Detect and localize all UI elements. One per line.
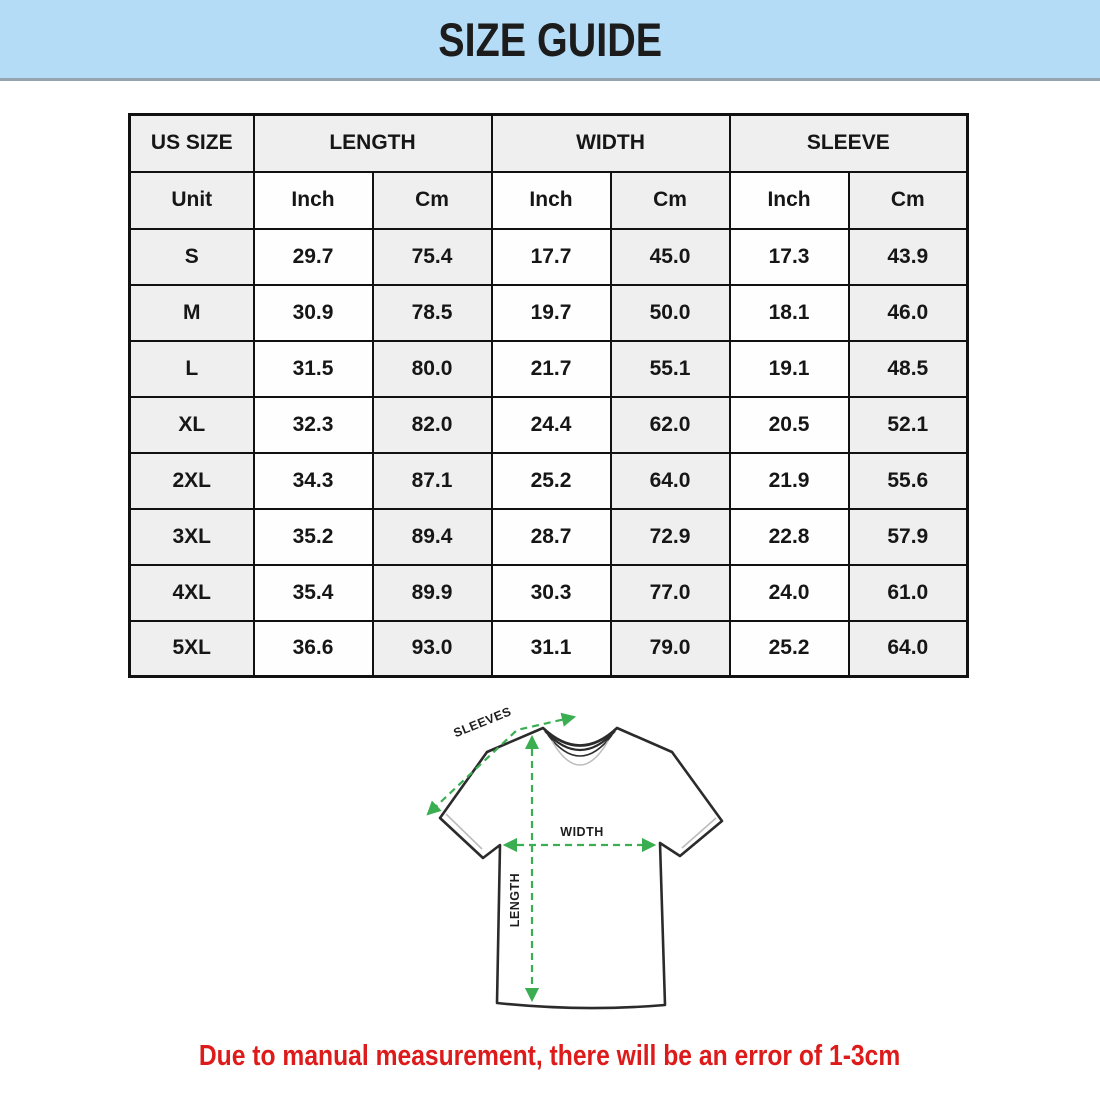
size-cell: 5XL <box>128 619 255 678</box>
size-row-4xl: 4XL 35.4 89.9 30.3 77.0 24.0 61.0 <box>128 563 969 622</box>
value-cell: 28.7 <box>490 507 612 566</box>
col-header-sleeve: SLEEVE <box>728 113 969 173</box>
unit-inch-sleeve: Inch <box>728 170 850 230</box>
value-cell: 46.0 <box>847 283 969 342</box>
value-cell: 25.2 <box>490 451 612 510</box>
value-cell: 50.0 <box>609 283 731 342</box>
value-cell: 35.4 <box>252 563 374 622</box>
size-row-l: L 31.5 80.0 21.7 55.1 19.1 48.5 <box>128 339 969 398</box>
value-cell: 64.0 <box>847 619 969 678</box>
unit-inch-width: Inch <box>490 170 612 230</box>
value-cell: 62.0 <box>609 395 731 454</box>
col-header-length: LENGTH <box>252 113 493 173</box>
value-cell: 80.0 <box>371 339 493 398</box>
value-cell: 57.9 <box>847 507 969 566</box>
tshirt-svg: SLEEVES WIDTH LENGTH <box>426 704 724 1010</box>
value-cell: 25.2 <box>728 619 850 678</box>
value-cell: 19.1 <box>728 339 850 398</box>
size-cell: 2XL <box>128 451 255 510</box>
value-cell: 31.5 <box>252 339 374 398</box>
value-cell: 30.9 <box>252 283 374 342</box>
value-cell: 24.0 <box>728 563 850 622</box>
size-cell: XL <box>128 395 255 454</box>
value-cell: 75.4 <box>371 227 493 286</box>
size-cell: 4XL <box>128 563 255 622</box>
size-table: US SIZE LENGTH WIDTH SLEEVE Unit Inch Cm… <box>128 113 970 678</box>
tshirt-diagram: SLEEVES WIDTH LENGTH <box>402 693 782 1025</box>
measurement-note: Due to manual measurement, there will be… <box>0 1040 1100 1073</box>
size-row-3xl: 3XL 35.2 89.4 28.7 72.9 22.8 57.9 <box>128 507 969 566</box>
unit-cm-sleeve: Cm <box>847 170 969 230</box>
value-cell: 93.0 <box>371 619 493 678</box>
value-cell: 17.3 <box>728 227 850 286</box>
value-cell: 34.3 <box>252 451 374 510</box>
unit-cm-length: Cm <box>371 170 493 230</box>
unit-cell: Unit <box>128 170 255 230</box>
width-label: WIDTH <box>560 825 603 839</box>
value-cell: 89.9 <box>371 563 493 622</box>
value-cell: 82.0 <box>371 395 493 454</box>
value-cell: 61.0 <box>847 563 969 622</box>
size-row-m: M 30.9 78.5 19.7 50.0 18.1 46.0 <box>128 283 969 342</box>
value-cell: 64.0 <box>609 451 731 510</box>
unit-cm-width: Cm <box>609 170 731 230</box>
value-cell: 30.3 <box>490 563 612 622</box>
value-cell: 19.7 <box>490 283 612 342</box>
banner: SIZE GUIDE <box>0 0 1100 81</box>
value-cell: 35.2 <box>252 507 374 566</box>
value-cell: 36.6 <box>252 619 374 678</box>
value-cell: 24.4 <box>490 395 612 454</box>
unit-header-row: Unit Inch Cm Inch Cm Inch Cm <box>128 170 969 230</box>
tshirt-outline <box>438 726 724 1010</box>
value-cell: 31.1 <box>490 619 612 678</box>
value-cell: 48.5 <box>847 339 969 398</box>
measurement-note-text: Due to manual measurement, there will be… <box>199 1040 901 1072</box>
left-cuff-seam <box>445 813 483 850</box>
value-cell: 87.1 <box>371 451 493 510</box>
value-cell: 45.0 <box>609 227 731 286</box>
value-cell: 77.0 <box>609 563 731 622</box>
size-cell: 3XL <box>128 507 255 566</box>
value-cell: 21.9 <box>728 451 850 510</box>
value-cell: 43.9 <box>847 227 969 286</box>
value-cell: 55.6 <box>847 451 969 510</box>
value-cell: 17.7 <box>490 227 612 286</box>
size-row-s: S 29.7 75.4 17.7 45.0 17.3 43.9 <box>128 227 969 286</box>
col-header-us-size: US SIZE <box>128 113 255 173</box>
value-cell: 78.5 <box>371 283 493 342</box>
size-row-xl: XL 32.3 82.0 24.4 62.0 20.5 52.1 <box>128 395 969 454</box>
value-cell: 52.1 <box>847 395 969 454</box>
sleeve-label: SLEEVES <box>452 704 514 740</box>
value-cell: 20.5 <box>728 395 850 454</box>
right-cuff-seam <box>681 817 717 849</box>
page-title: SIZE GUIDE <box>438 12 662 66</box>
value-cell: 79.0 <box>609 619 731 678</box>
group-header-row: US SIZE LENGTH WIDTH SLEEVE <box>128 113 969 173</box>
value-cell: 29.7 <box>252 227 374 286</box>
length-label: LENGTH <box>508 873 522 927</box>
value-cell: 18.1 <box>728 283 850 342</box>
value-cell: 89.4 <box>371 507 493 566</box>
unit-inch-length: Inch <box>252 170 374 230</box>
size-cell: L <box>128 339 255 398</box>
size-row-5xl: 5XL 36.6 93.0 31.1 79.0 25.2 64.0 <box>128 619 969 678</box>
value-cell: 21.7 <box>490 339 612 398</box>
size-cell: M <box>128 283 255 342</box>
col-header-width: WIDTH <box>490 113 731 173</box>
value-cell: 55.1 <box>609 339 731 398</box>
value-cell: 22.8 <box>728 507 850 566</box>
size-table-body: S 29.7 75.4 17.7 45.0 17.3 43.9 M 30.9 78.5 19.7 50… <box>128 227 969 678</box>
size-row-2xl: 2XL 34.3 87.1 25.2 64.0 21.9 55.6 <box>128 451 969 510</box>
value-cell: 72.9 <box>609 507 731 566</box>
size-cell: S <box>128 227 255 286</box>
value-cell: 32.3 <box>252 395 374 454</box>
